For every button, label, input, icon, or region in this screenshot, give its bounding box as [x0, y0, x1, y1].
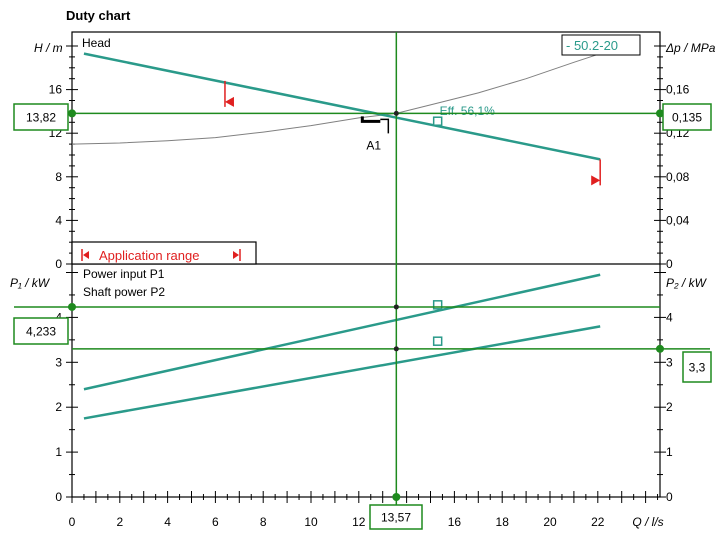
legend-power-input: Power input P1: [83, 267, 165, 281]
y2-axis-label-p2: P₂ / kW: [666, 276, 708, 290]
y-tick-label: 1: [55, 445, 62, 459]
x-tick-label: 20: [543, 515, 557, 529]
y-tick-label: 0: [55, 257, 62, 271]
y-tick-label: 4: [55, 213, 62, 227]
x-tick-label: 0: [69, 515, 76, 529]
shaft-power-curve: [83, 325, 601, 420]
shaft-power-marker: [432, 336, 443, 346]
y2-tick-label: 2: [666, 400, 673, 414]
operating-point-bracket: [360, 116, 381, 123]
range-legend-arrow-left: [83, 251, 89, 259]
x-tick-label: 10: [304, 515, 318, 529]
y2-tick-label: 1: [666, 445, 673, 459]
head-value: 13,82: [26, 111, 56, 125]
q-value: 13,57: [381, 511, 411, 525]
x-axis-label: Q / l/s: [632, 515, 663, 529]
y-tick-label: 3: [55, 355, 62, 369]
power-input-marker: [432, 300, 443, 310]
application-range-box: [71, 241, 257, 265]
y-tick-label: 16: [49, 83, 63, 97]
p2-value: 3,3: [689, 361, 706, 375]
x-tick-label: 16: [448, 515, 462, 529]
range-marker-arrow: [224, 96, 234, 107]
power-input-curve: [83, 273, 601, 391]
pump-label: - 50.2-20: [566, 38, 618, 53]
y-axis-label-head: H / m: [34, 41, 63, 55]
operating-point-dot: [393, 304, 399, 310]
y2-tick-label: 4: [666, 310, 673, 324]
duty-dot-head: [68, 109, 76, 118]
operating-point-bracket-lead: [380, 118, 390, 134]
x-tick-label: 8: [260, 515, 267, 529]
p2-value-box: [682, 351, 712, 383]
head-curve: [83, 52, 601, 161]
range-marker-arrow: [591, 175, 601, 186]
y2-tick-label: 3: [666, 355, 673, 369]
duty-dot-q: [392, 493, 401, 501]
application-range-label: Application range: [99, 248, 199, 263]
head-curve-label: Head: [82, 36, 111, 50]
x-tick-label: 4: [164, 515, 171, 529]
y-tick-label: 0: [55, 490, 62, 504]
x-tick-label: 6: [212, 515, 219, 529]
duty-dot-p1: [68, 302, 76, 311]
dp-value-box: [662, 103, 712, 131]
duty-dot-p2: [656, 344, 664, 353]
y2-tick-label: 0,08: [666, 170, 690, 184]
y2-tick-label: 0,16: [666, 83, 690, 97]
x-tick-label: 18: [496, 515, 510, 529]
pump-label-box: [561, 34, 641, 56]
operating-point-label: A1: [366, 138, 381, 152]
y-tick-label: 2: [55, 400, 62, 414]
chart-title: Duty chart: [66, 8, 131, 23]
system-curve: [71, 42, 634, 145]
head-value-box: [13, 103, 69, 131]
y-axis-label-p1: P₁ / kW: [10, 276, 51, 290]
y2-axis-label-dp: Δp / MPa: [665, 41, 716, 55]
p1-value: 4,233: [26, 325, 56, 339]
y-tick-label: 8: [55, 170, 62, 184]
duty-dot-dp: [656, 109, 664, 118]
y2-tick-label: 0,04: [666, 213, 690, 227]
x-tick-label: 2: [116, 515, 123, 529]
y2-tick-label: 0: [666, 257, 673, 271]
efficiency-label: Eff. 56,1%: [440, 104, 495, 118]
operating-point-dot: [393, 346, 399, 352]
y2-tick-label: 0: [666, 490, 673, 504]
dp-value: 0,135: [672, 111, 702, 125]
legend-shaft-power: Shaft power P2: [83, 285, 165, 299]
x-tick-label: 22: [591, 515, 605, 529]
q-value-box: [369, 504, 423, 530]
operating-point-dot: [393, 110, 399, 116]
efficiency-marker: [432, 116, 443, 126]
x-tick-label: 12: [352, 515, 366, 529]
p1-value-box: [13, 317, 69, 345]
range-legend-arrow-right: [233, 251, 239, 259]
